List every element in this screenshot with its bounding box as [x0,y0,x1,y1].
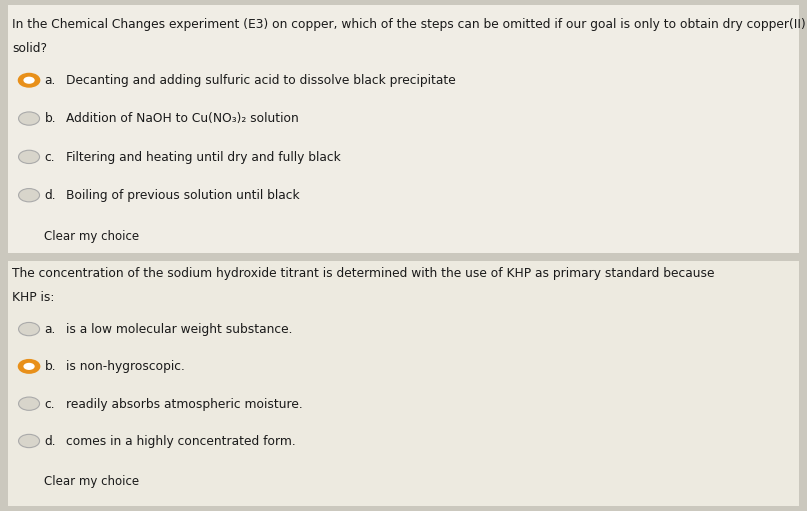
Text: b.: b. [44,360,56,373]
Text: d.: d. [44,435,56,448]
Text: c.: c. [44,398,55,410]
Text: comes in a highly concentrated form.: comes in a highly concentrated form. [66,435,296,448]
Text: Decanting and adding sulfuric acid to dissolve black precipitate: Decanting and adding sulfuric acid to di… [66,74,456,87]
Circle shape [19,434,40,448]
Text: KHP is:: KHP is: [12,291,55,304]
Text: Clear my choice: Clear my choice [44,475,140,487]
Text: c.: c. [44,151,55,164]
Circle shape [19,189,40,202]
Circle shape [23,77,35,84]
Circle shape [19,397,40,410]
Text: b.: b. [44,112,56,125]
Circle shape [23,363,35,370]
FancyBboxPatch shape [8,261,799,506]
Text: readily absorbs atmospheric moisture.: readily absorbs atmospheric moisture. [66,398,303,410]
Text: The concentration of the sodium hydroxide titrant is determined with the use of : The concentration of the sodium hydroxid… [12,267,715,280]
FancyBboxPatch shape [8,5,799,253]
Text: a.: a. [44,323,56,336]
Circle shape [19,150,40,164]
Text: Addition of NaOH to Cu(NO₃)₂ solution: Addition of NaOH to Cu(NO₃)₂ solution [66,112,299,125]
Circle shape [19,74,40,87]
Text: d.: d. [44,189,56,202]
Circle shape [19,360,40,373]
Text: is non-hygroscopic.: is non-hygroscopic. [66,360,185,373]
Text: Boiling of previous solution until black: Boiling of previous solution until black [66,189,299,202]
Text: solid?: solid? [12,42,47,55]
Text: is a low molecular weight substance.: is a low molecular weight substance. [66,323,293,336]
Text: a.: a. [44,74,56,87]
Text: In the Chemical Changes experiment (E3) on copper, which of the steps can be omi: In the Chemical Changes experiment (E3) … [12,18,807,31]
Circle shape [19,322,40,336]
Text: Clear my choice: Clear my choice [44,230,140,243]
Text: Filtering and heating until dry and fully black: Filtering and heating until dry and full… [66,151,341,164]
Circle shape [19,112,40,125]
